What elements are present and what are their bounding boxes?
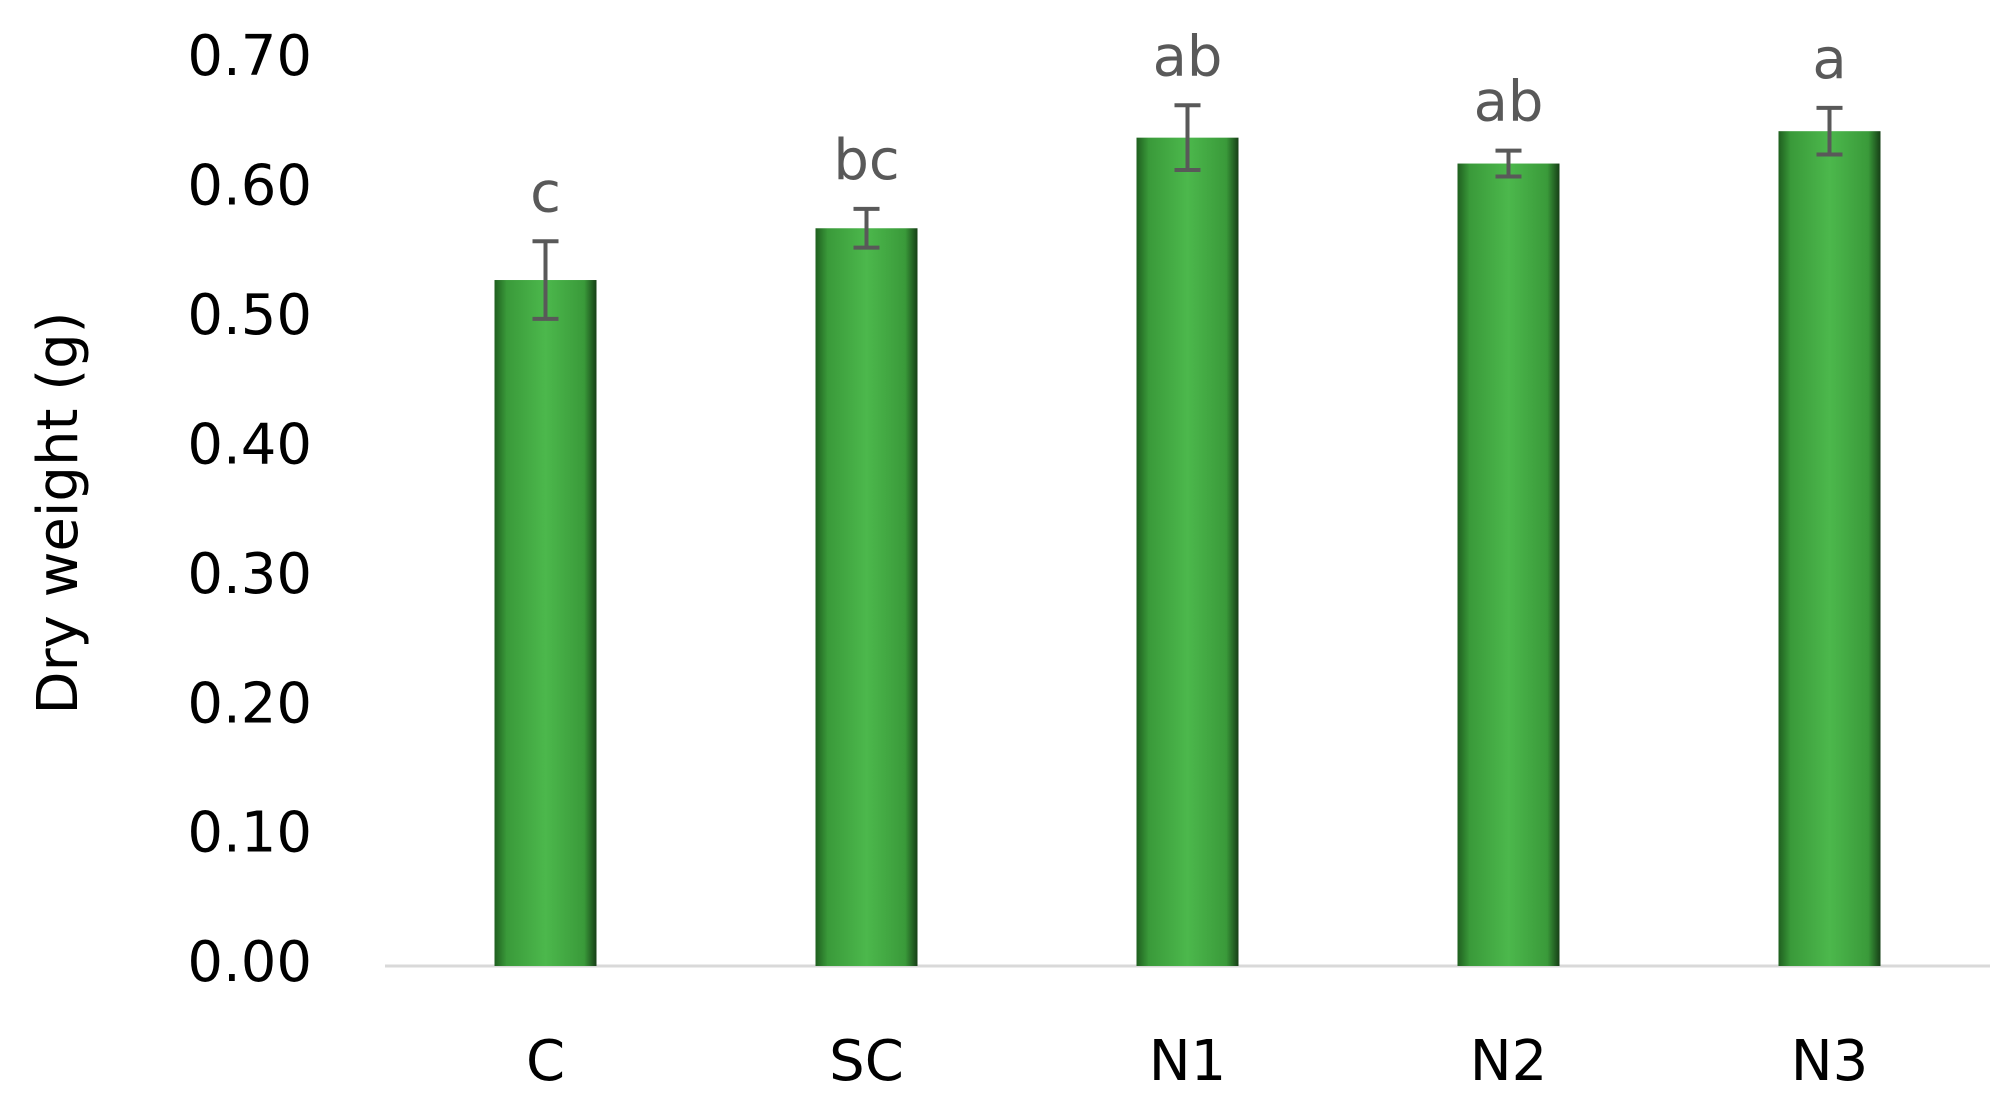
significance-letter: a	[1812, 27, 1846, 92]
y-tick-label: 0.60	[187, 154, 312, 219]
bar	[1136, 137, 1239, 966]
error-bar	[1816, 105, 1843, 157]
significance-letter: ab	[1474, 70, 1544, 135]
error-bar	[532, 239, 559, 321]
bar	[1457, 163, 1560, 967]
x-tick-label: C	[526, 1029, 565, 1094]
error-bar	[853, 206, 880, 250]
significance-letter: c	[530, 160, 561, 225]
y-tick-label: 0.00	[187, 930, 312, 995]
y-axis-label: Dry weight (g)	[26, 312, 91, 715]
bar	[815, 228, 918, 966]
error-bar	[1495, 148, 1522, 179]
bar	[1778, 131, 1881, 966]
x-tick-label: SC	[829, 1029, 904, 1094]
y-tick-label: 0.40	[187, 412, 312, 477]
x-tick-label: N1	[1149, 1029, 1227, 1094]
y-tick-label: 0.50	[187, 283, 312, 348]
significance-letter: ab	[1153, 24, 1223, 89]
x-tick-label: N2	[1470, 1029, 1548, 1094]
y-tick-label: 0.70	[187, 24, 312, 89]
bar	[494, 280, 597, 966]
x-tick-label: N3	[1791, 1029, 1869, 1094]
y-tick-label: 0.10	[187, 801, 312, 866]
y-tick-label: 0.20	[187, 671, 312, 736]
significance-letter: bc	[833, 128, 899, 193]
y-tick-label: 0.30	[187, 542, 312, 607]
error-bar	[1174, 103, 1201, 173]
